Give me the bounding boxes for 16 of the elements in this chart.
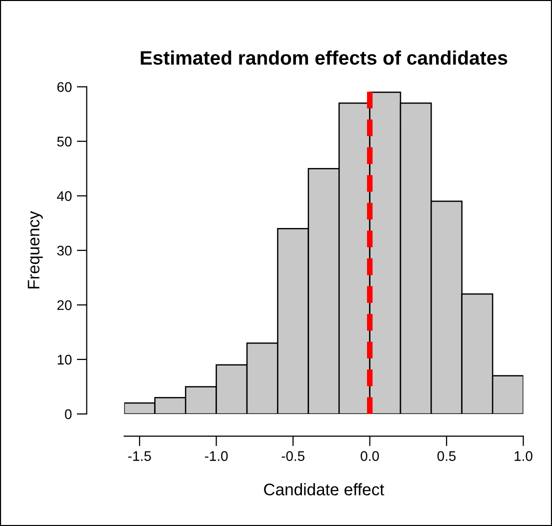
y-tick-label: 60 bbox=[57, 82, 72, 92]
x-tick-label: -1.0 bbox=[204, 451, 228, 461]
y-tick-label: 10 bbox=[58, 354, 72, 365]
x-tick-label: -0.5 bbox=[282, 451, 304, 461]
x-tick-label: 0.5 bbox=[437, 451, 456, 461]
y-axis-title: Frequency bbox=[28, 211, 43, 288]
chart-title: Estimated random effects of candidates bbox=[140, 50, 508, 65]
y-tick-label: 0 bbox=[64, 409, 72, 420]
y-tick-label: 20 bbox=[57, 300, 72, 310]
y-tick-label: 50 bbox=[57, 136, 72, 146]
y-tick-label: 40 bbox=[56, 191, 72, 202]
x-tick-label: -1.5 bbox=[128, 451, 151, 461]
x-axis-title: Candidate effect bbox=[264, 483, 384, 496]
y-tick-label: 30 bbox=[57, 246, 72, 256]
x-tick-label: 1.0 bbox=[514, 451, 532, 461]
x-tick-label: 0.0 bbox=[360, 451, 379, 461]
